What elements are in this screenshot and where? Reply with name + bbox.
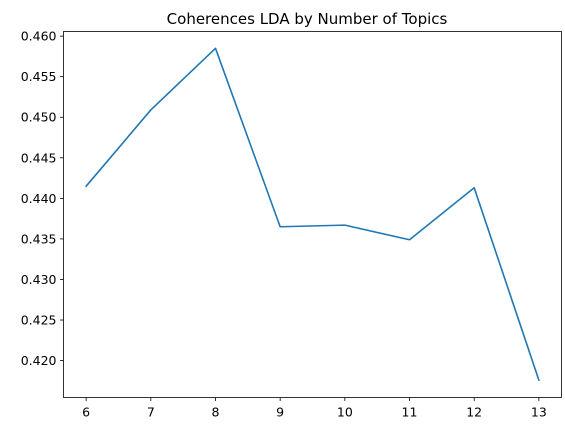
y-tick-label: 0.430 <box>21 272 57 287</box>
y-tick-label: 0.455 <box>21 69 57 84</box>
y-tick-label: 0.450 <box>21 110 57 125</box>
x-tick-label: 8 <box>212 405 220 420</box>
y-axis-ticks: 0.420 0.425 0.430 0.435 0.440 0.445 0.450 0.455… <box>21 29 64 368</box>
x-axis-ticks: 6 7 8 9 10 11 12 13 <box>82 397 547 420</box>
y-tick-label: 0.445 <box>21 150 57 165</box>
x-tick-label: 6 <box>82 405 90 420</box>
y-tick-label: 0.420 <box>21 353 57 368</box>
x-tick-label: 13 <box>531 405 547 420</box>
y-tick-label: 0.435 <box>21 231 57 246</box>
x-tick-label: 11 <box>402 405 418 420</box>
y-tick-label: 0.440 <box>21 191 57 206</box>
y-tick-label: 0.425 <box>21 313 57 328</box>
x-tick-label: 9 <box>276 405 284 420</box>
x-tick-label: 12 <box>466 405 482 420</box>
x-tick-label: 10 <box>337 405 353 420</box>
series-layer <box>85 47 540 382</box>
y-tick-label: 0.460 <box>21 29 57 44</box>
chart-title: Coherences LDA by Number of Topics <box>167 10 448 28</box>
x-tick-label: 7 <box>147 405 155 420</box>
series-line-0 <box>85 47 540 382</box>
plot-area-frame <box>63 31 562 398</box>
